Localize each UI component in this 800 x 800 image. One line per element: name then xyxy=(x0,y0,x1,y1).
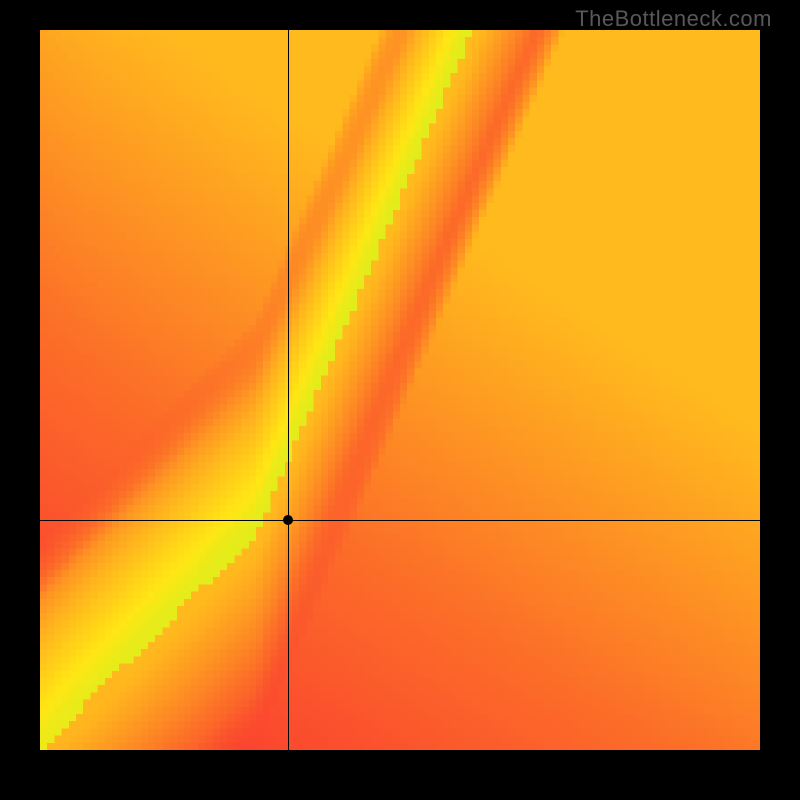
crosshair-marker xyxy=(283,515,293,525)
watermark-text: TheBottleneck.com xyxy=(575,6,772,32)
heatmap-canvas xyxy=(40,30,760,750)
crosshair-horizontal xyxy=(40,520,760,521)
heatmap-plot-area xyxy=(40,30,760,750)
crosshair-vertical xyxy=(288,30,289,750)
